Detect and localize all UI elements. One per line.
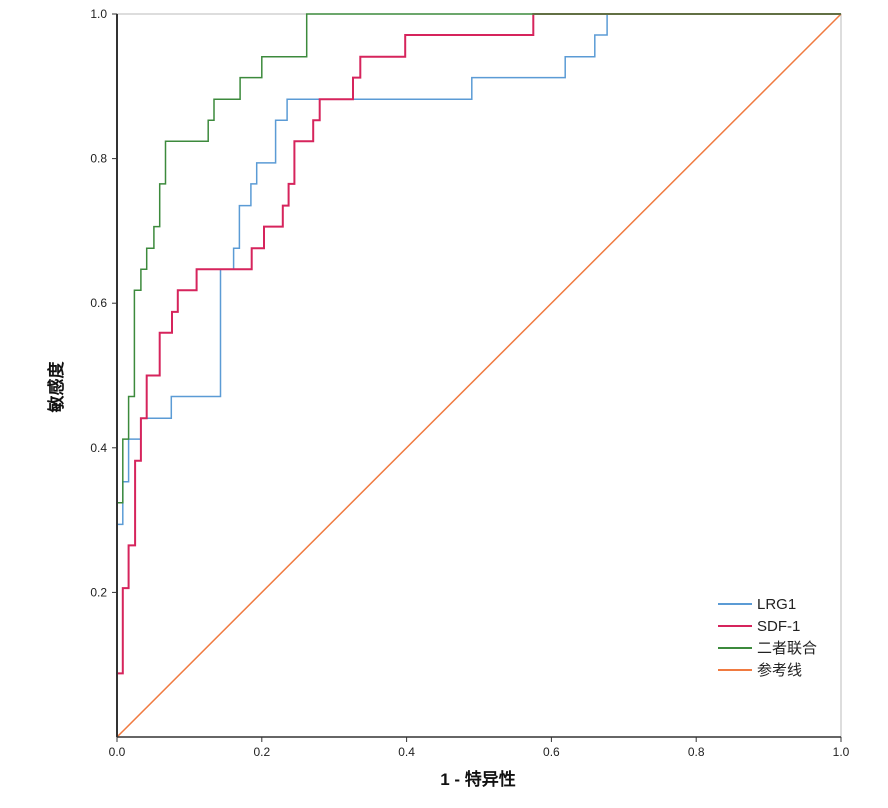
x-tick-label: 0.0 — [109, 745, 126, 759]
x-axis-label: 1 - 特异性 — [440, 769, 516, 789]
series-layer — [116, 13, 842, 738]
legend-label: SDF-1 — [757, 618, 800, 635]
x-tick-label: 0.4 — [398, 745, 415, 759]
x-tick-label: 0.2 — [253, 745, 270, 759]
y-axis-label: 敏感度 — [46, 361, 66, 414]
y-ticks: 0.2 0.4 0.6 0.8 1.0 — [90, 7, 117, 599]
legend-label: LRG1 — [757, 596, 796, 613]
x-tick-label: 0.8 — [688, 745, 705, 759]
series-line-0 — [116, 13, 841, 737]
legend-label: 二者联合 — [757, 640, 817, 657]
y-tick-label: 0.6 — [90, 296, 107, 310]
series-line-2 — [116, 13, 841, 737]
series-line-1 — [116, 13, 841, 737]
y-tick-label: 0.2 — [90, 585, 107, 599]
x-ticks: 0.0 0.2 0.4 0.6 0.8 1.0 — [109, 737, 850, 759]
legend-label: 参考线 — [757, 662, 802, 679]
x-tick-label: 0.6 — [543, 745, 560, 759]
y-tick-label: 1.0 — [90, 7, 107, 21]
series-line-3 — [116, 13, 842, 738]
x-tick-label: 1.0 — [833, 745, 850, 759]
y-tick-label: 0.4 — [90, 441, 107, 455]
y-tick-label: 0.8 — [90, 152, 107, 166]
